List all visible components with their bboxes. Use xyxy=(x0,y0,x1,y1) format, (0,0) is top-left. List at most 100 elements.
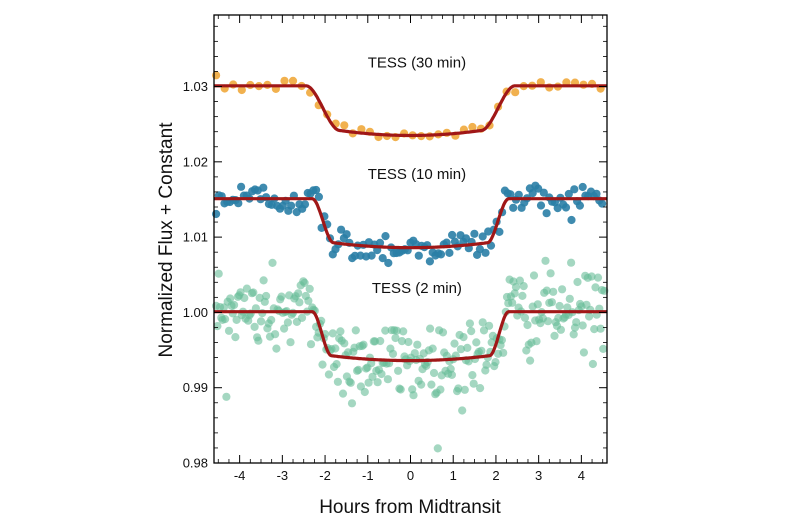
data-point xyxy=(542,209,551,218)
data-point xyxy=(506,190,515,199)
data-point xyxy=(259,183,268,192)
data-point xyxy=(438,328,448,337)
data-point xyxy=(470,229,479,238)
model-layer xyxy=(213,84,608,363)
data-point xyxy=(428,344,437,353)
data-point xyxy=(436,385,445,394)
data-point xyxy=(578,182,587,192)
data-point xyxy=(234,199,243,208)
data-point xyxy=(332,360,341,369)
x-tick-label: -3 xyxy=(277,468,289,483)
data-point xyxy=(476,384,485,393)
data-point xyxy=(212,209,221,219)
x-tick-label: 1 xyxy=(450,468,457,483)
data-point xyxy=(221,315,230,324)
data-point xyxy=(469,379,478,388)
data-point xyxy=(256,317,266,326)
data-point xyxy=(447,370,456,379)
data-point xyxy=(497,336,506,345)
data-point xyxy=(429,368,439,378)
x-tick-label: 3 xyxy=(535,468,542,483)
data-point xyxy=(541,256,550,265)
data-point xyxy=(556,325,566,334)
data-point xyxy=(373,378,382,387)
data-point xyxy=(300,278,309,287)
data-point xyxy=(394,366,403,375)
y-tick-label: 1.02 xyxy=(183,154,208,169)
data-point xyxy=(593,273,603,282)
data-point xyxy=(599,344,608,353)
series-label-tess-2-min: TESS (2 min) xyxy=(372,280,462,297)
data-point xyxy=(224,326,234,335)
data-point xyxy=(384,258,393,268)
data-point xyxy=(482,360,491,369)
data-point xyxy=(300,200,310,209)
data-point xyxy=(357,125,366,134)
data-point xyxy=(333,377,342,386)
model-line-tess-30-min xyxy=(213,84,608,138)
x-axis-label: Hours from Midtransit xyxy=(319,497,501,518)
data-point xyxy=(237,182,246,191)
data-point xyxy=(259,276,268,285)
data-point xyxy=(364,378,373,387)
data-point xyxy=(340,121,349,130)
data-point xyxy=(550,331,559,340)
data-point xyxy=(570,185,579,194)
data-point xyxy=(567,258,576,267)
data-point xyxy=(510,289,519,298)
data-point xyxy=(381,326,390,335)
data-point xyxy=(346,378,355,387)
data-point xyxy=(367,251,376,260)
plot-frame xyxy=(213,14,608,464)
data-point xyxy=(359,340,368,349)
x-tick-label: 0 xyxy=(407,468,414,483)
data-point xyxy=(549,287,558,296)
data-point xyxy=(347,399,357,408)
data-point xyxy=(460,385,469,394)
y-tick-label: 1.00 xyxy=(183,305,208,320)
data-point xyxy=(337,225,346,234)
data-point xyxy=(591,283,600,292)
data-point xyxy=(268,258,277,267)
data-point xyxy=(286,338,295,347)
data-point xyxy=(219,303,228,312)
data-point xyxy=(565,294,574,303)
data-point xyxy=(367,359,376,368)
model-line-tess-2-min xyxy=(213,310,608,363)
x-tick-label: 4 xyxy=(578,468,585,483)
data-point xyxy=(338,389,348,398)
data-point xyxy=(526,356,535,365)
data-point xyxy=(468,122,477,132)
data-point xyxy=(294,289,303,298)
y-tick-label: 0.98 xyxy=(183,456,208,471)
data-point xyxy=(442,238,451,247)
data-point xyxy=(555,301,564,311)
data-point xyxy=(297,313,307,322)
data-point xyxy=(426,324,435,333)
data-point xyxy=(328,329,337,338)
data-point xyxy=(277,292,286,301)
data-point xyxy=(383,375,392,384)
data-point xyxy=(477,346,486,355)
series-label-tess-30-min: TESS (30 min) xyxy=(368,55,466,72)
data-point xyxy=(448,230,457,240)
data-point xyxy=(377,369,386,379)
data-point xyxy=(388,349,398,358)
y-tick-label: 1.03 xyxy=(183,79,208,94)
data-point xyxy=(547,298,557,307)
data-point xyxy=(588,359,598,369)
data-point xyxy=(378,254,387,263)
data-point xyxy=(331,344,340,353)
data-point xyxy=(222,392,231,401)
data-point xyxy=(391,333,400,343)
data-point xyxy=(312,185,321,195)
data-point xyxy=(306,340,316,349)
data-point xyxy=(427,380,436,389)
x-tick-label: -4 xyxy=(234,468,246,483)
data-point xyxy=(539,188,548,197)
data-point xyxy=(271,330,280,339)
data-point xyxy=(485,321,494,330)
data-point xyxy=(262,291,271,301)
data-point xyxy=(450,339,459,348)
x-tick-label: -1 xyxy=(362,468,374,483)
